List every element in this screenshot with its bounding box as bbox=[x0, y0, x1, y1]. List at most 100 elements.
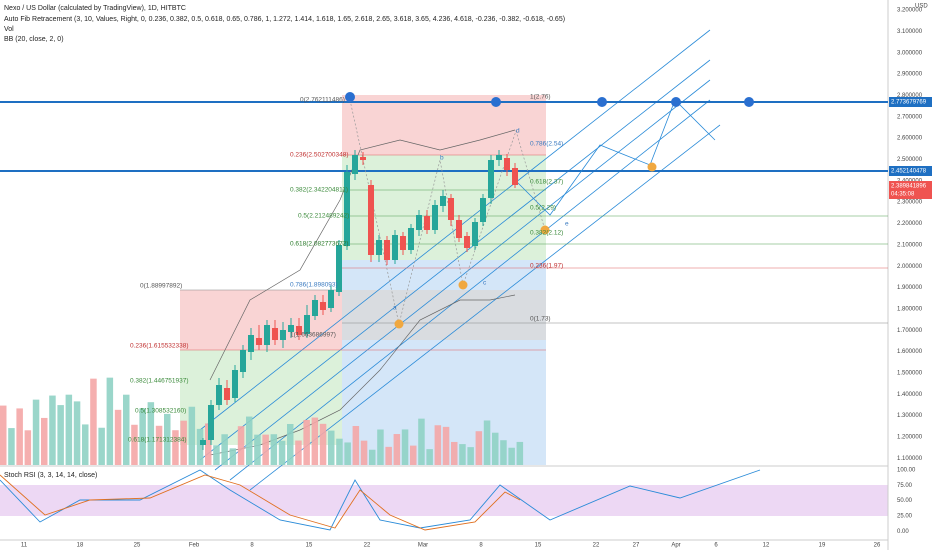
price-label: 2.300000 bbox=[897, 200, 923, 206]
volume-bar bbox=[196, 428, 204, 465]
candle-body bbox=[376, 240, 382, 255]
pattern-label: b bbox=[440, 155, 444, 162]
price-tag-timer: 04:35:08 bbox=[891, 192, 915, 198]
volume-bar bbox=[180, 420, 187, 465]
candle-body bbox=[280, 330, 286, 340]
price-label: 1.600000 bbox=[897, 349, 923, 355]
volume-bar bbox=[229, 448, 237, 465]
fib-zone bbox=[342, 290, 546, 340]
volume-bar bbox=[475, 431, 483, 465]
fib-label: 1(2.76) bbox=[530, 94, 551, 101]
date-label: Feb bbox=[189, 543, 200, 549]
volume-bar bbox=[516, 441, 524, 465]
volume-bar bbox=[360, 440, 368, 465]
candle-body bbox=[384, 240, 390, 260]
fib-label: 0.236(1.97) bbox=[530, 263, 563, 270]
volume-bar bbox=[328, 430, 335, 465]
volume-bar bbox=[90, 378, 97, 465]
date-label: 6 bbox=[714, 543, 718, 549]
marker-dot bbox=[394, 319, 404, 329]
fib-label: 0.382(1.446751937) bbox=[130, 378, 189, 385]
candle-body bbox=[392, 235, 398, 260]
channel-line bbox=[214, 79, 711, 471]
stoch-d bbox=[0, 474, 521, 531]
pattern-label: c bbox=[483, 280, 487, 287]
channel-line bbox=[199, 59, 711, 461]
fib-label: 0(1.88997892) bbox=[140, 283, 182, 290]
date-label: 8 bbox=[479, 543, 483, 549]
price-label: 2.100000 bbox=[897, 242, 923, 248]
volume-bar bbox=[131, 424, 138, 465]
fib-label: 0.5(2.29) bbox=[530, 205, 556, 212]
pattern-label: e bbox=[565, 221, 569, 228]
volume-bar bbox=[221, 434, 228, 465]
date-label: 15 bbox=[535, 543, 542, 549]
date-label: 8 bbox=[250, 543, 254, 549]
fib-label: 0.618(2.082773672) bbox=[290, 241, 349, 248]
date-label: 11 bbox=[21, 543, 28, 549]
channel-line bbox=[199, 29, 711, 431]
fib-label: 0.786(2.54) bbox=[530, 141, 563, 148]
stoch-axis-label: 50.00 bbox=[897, 498, 913, 504]
bollinger-upper bbox=[209, 129, 516, 381]
stoch-axis-label: 25.00 bbox=[897, 513, 913, 519]
volume-bar bbox=[410, 445, 417, 465]
price-label: 2.600000 bbox=[897, 136, 923, 142]
volume-bar bbox=[377, 429, 384, 465]
candle-body bbox=[504, 158, 510, 170]
channel-line bbox=[229, 99, 711, 481]
volume-bar bbox=[213, 445, 220, 465]
indicator-label: Vol bbox=[4, 26, 14, 33]
fib-label: 0.5(2.212489242) bbox=[298, 213, 349, 220]
volume-bar bbox=[188, 406, 196, 465]
candle-body bbox=[432, 205, 438, 230]
volume-bar bbox=[278, 440, 286, 465]
fib-label: 0.382(2.342204811) bbox=[290, 187, 348, 194]
volume-bar bbox=[16, 408, 23, 465]
price-label: 1.500000 bbox=[897, 371, 923, 377]
price-label: 3.100000 bbox=[897, 29, 923, 35]
candle-body bbox=[416, 215, 422, 230]
marker-dot bbox=[744, 97, 754, 107]
volume-bar bbox=[500, 440, 507, 465]
volume-bar bbox=[295, 440, 302, 465]
candle-body bbox=[240, 350, 246, 372]
date-label: Apr bbox=[671, 543, 680, 549]
volume-bar bbox=[164, 413, 171, 465]
volume-bar bbox=[492, 432, 499, 465]
marker-dot bbox=[540, 225, 550, 235]
date-label: 22 bbox=[593, 543, 600, 549]
price-tag-label: 2.773679769 bbox=[891, 100, 927, 106]
fib-label: 0(1.73) bbox=[530, 316, 551, 323]
stoch-band bbox=[0, 485, 888, 516]
volume-bar bbox=[442, 426, 450, 465]
volume-bar bbox=[8, 428, 15, 465]
fib-label: 0.382(2.12) bbox=[530, 230, 563, 237]
price-label: 3.200000 bbox=[897, 8, 923, 14]
candle-body bbox=[200, 440, 206, 445]
volume-bar bbox=[270, 434, 278, 465]
date-label: 25 bbox=[134, 543, 141, 549]
stoch-axis-label: 100.00 bbox=[897, 468, 916, 474]
candle-body bbox=[248, 335, 254, 352]
candle-body bbox=[256, 338, 262, 345]
volume-bar bbox=[369, 449, 376, 465]
channel-line bbox=[249, 124, 721, 491]
date-label: 22 bbox=[364, 543, 371, 549]
price-tag bbox=[889, 181, 932, 199]
stoch-title: Stoch RSI (3, 3, 14, 14, close) bbox=[4, 472, 97, 479]
volume-bar bbox=[65, 394, 73, 465]
volume-bar bbox=[303, 419, 310, 465]
volume-bar bbox=[451, 441, 458, 465]
candle-body bbox=[336, 245, 342, 292]
candle-body bbox=[496, 155, 502, 160]
price-label: 1.400000 bbox=[897, 392, 923, 398]
volume-bar bbox=[467, 447, 474, 465]
volume-bar bbox=[434, 425, 442, 465]
volume-bar bbox=[205, 423, 212, 465]
volume-bar bbox=[459, 444, 466, 465]
candle-body bbox=[464, 236, 470, 248]
candle-body bbox=[440, 196, 446, 206]
price-label: 1.200000 bbox=[897, 435, 923, 441]
